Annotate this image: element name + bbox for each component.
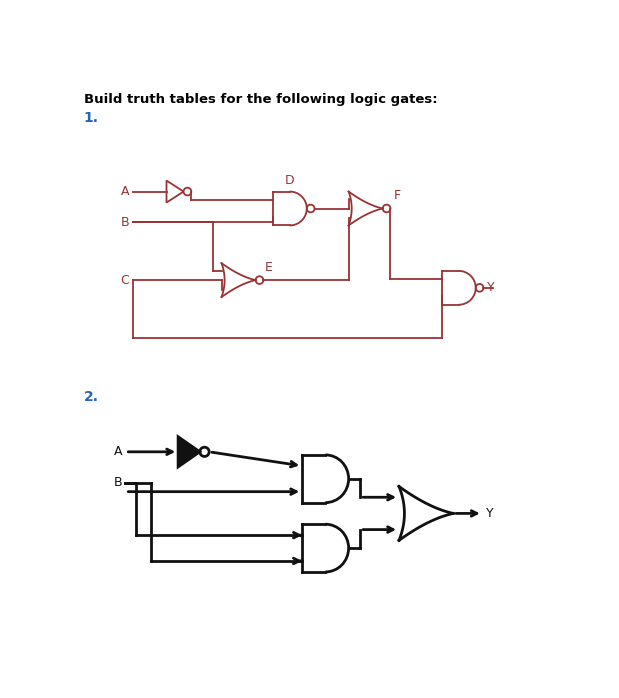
Polygon shape	[178, 437, 200, 467]
Text: C: C	[121, 274, 129, 287]
Text: B: B	[121, 216, 129, 229]
Text: Y: Y	[487, 281, 495, 295]
Text: Y: Y	[486, 507, 493, 520]
Text: F: F	[394, 189, 400, 202]
Text: D: D	[285, 174, 295, 187]
Text: 2.: 2.	[84, 390, 98, 404]
Text: A: A	[114, 445, 123, 459]
Text: 1.: 1.	[84, 111, 98, 125]
Text: A: A	[121, 185, 129, 198]
Text: B: B	[114, 476, 123, 489]
Text: E: E	[265, 261, 273, 274]
Text: Build truth tables for the following logic gates:: Build truth tables for the following log…	[84, 93, 437, 106]
